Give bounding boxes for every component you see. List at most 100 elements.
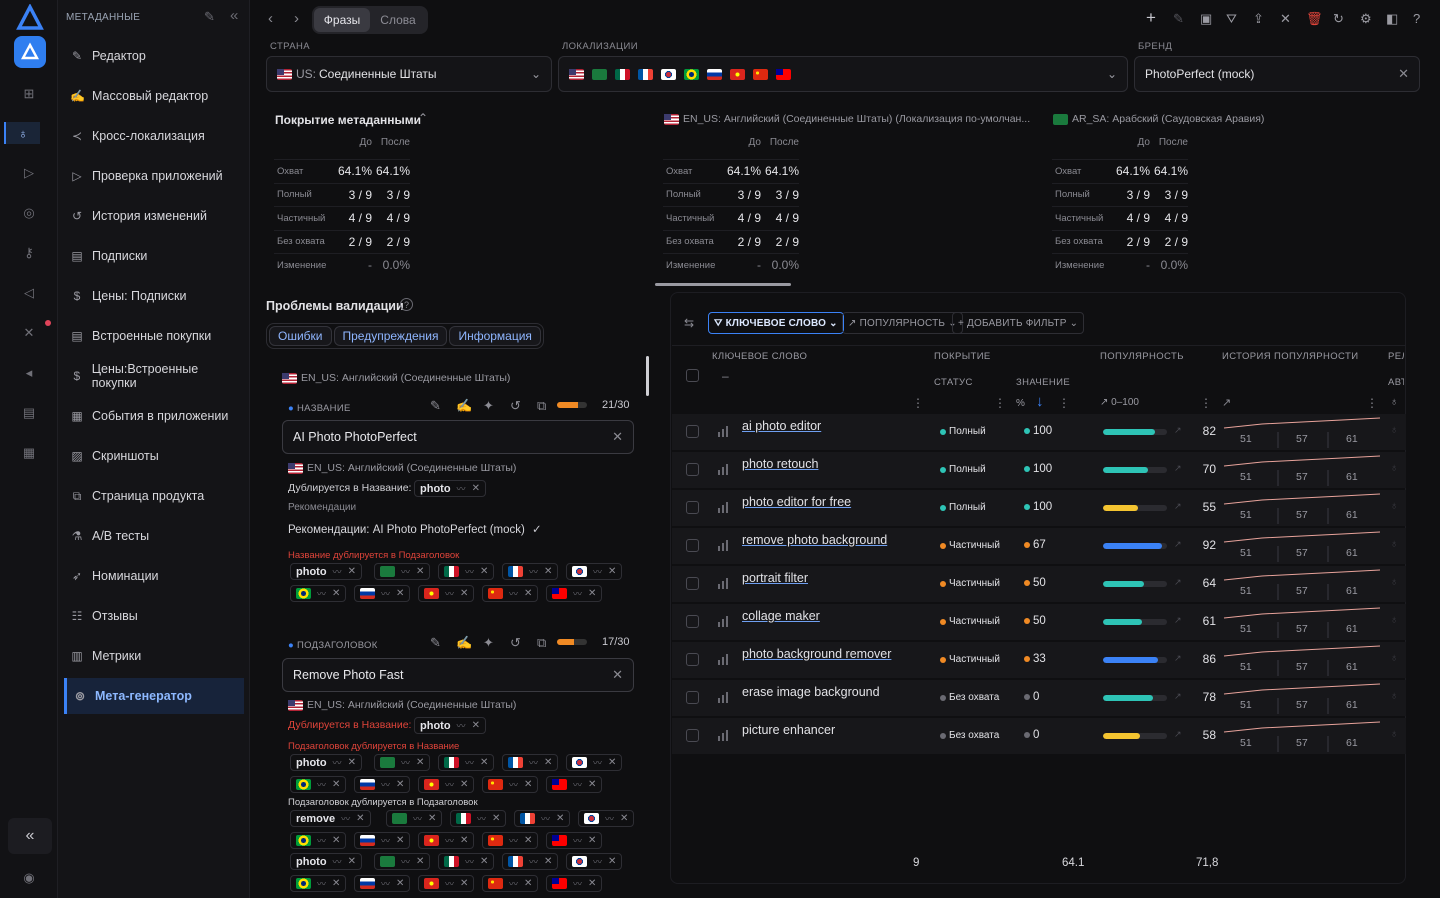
row-checkbox[interactable] <box>686 691 699 704</box>
localizations-select[interactable]: ⌄ <box>558 56 1128 92</box>
pin-icon[interactable]: ♁ <box>1390 500 1399 512</box>
filter-keyword-button[interactable]: ⛛ КЛЮЧЕВОЕ СЛОВО ⌄ <box>708 312 844 334</box>
sidebar-item[interactable]: ▦ События в приложении <box>64 398 244 434</box>
pin-icon[interactable]: ♁ <box>1390 690 1399 702</box>
delete-icon[interactable]: 🗑 <box>1306 11 1323 26</box>
sidebar-item[interactable]: ▨ Скриншоты <box>64 438 244 474</box>
locale-chip[interactable]: 〰 ✕ <box>354 776 411 793</box>
locale-chip[interactable]: 〰 ✕ <box>482 585 539 602</box>
pin-icon[interactable]: ♁ <box>1390 728 1399 740</box>
locale-chip[interactable]: 〰 ✕ <box>546 776 603 793</box>
locale-chip[interactable]: 〰 ✕ <box>546 875 603 892</box>
locale-chip[interactable]: 〰 ✕ <box>482 776 539 793</box>
table-row[interactable]: picture enhancer Без охвата 0 ↗ 58 51 57 61 ♁ <box>672 718 1406 754</box>
table-row[interactable]: ai photo editor Полный 100 ↗ 82 51 57 61 ♁ <box>672 414 1406 450</box>
sidebar-item[interactable]: $ Цены: Подписки <box>64 278 244 314</box>
history-icon[interactable]: ↺ <box>510 398 521 413</box>
magic-icon[interactable]: ✦ <box>483 635 494 650</box>
word-chip[interactable]: photo 〰 ✕ <box>290 754 362 771</box>
locale-chip[interactable]: 〰 ✕ <box>514 810 571 827</box>
word-chip[interactable]: remove 〰 ✕ <box>290 810 371 827</box>
locale-chip[interactable]: 〰 ✕ <box>438 853 495 870</box>
locale-chip[interactable]: 〰 ✕ <box>386 810 443 827</box>
keyword-text[interactable]: picture enhancer <box>742 723 836 737</box>
pin-icon[interactable]: ♁ <box>1390 652 1399 664</box>
tab-phrases[interactable]: Фразы <box>314 8 370 32</box>
clear-icon[interactable]: ✕ <box>1398 66 1409 81</box>
sidebar-item[interactable]: ▥ Метрики <box>64 638 244 674</box>
locale-chip[interactable]: 〰 ✕ <box>418 585 475 602</box>
tab-warnings[interactable]: Предупреждения <box>333 326 448 346</box>
locale-chip[interactable]: 〰 ✕ <box>438 563 495 580</box>
word-chip[interactable]: photo 〰 ✕ <box>414 480 486 497</box>
sidebar-item[interactable]: ⊚ Мета-генератор <box>64 678 244 714</box>
megaphone-icon[interactable]: ◁ <box>24 285 34 300</box>
locale-chip[interactable]: 〰 ✕ <box>354 875 411 892</box>
sidebar-item[interactable]: ⧉ Страница продукта <box>64 478 244 514</box>
tab-info[interactable]: Информация <box>449 326 541 346</box>
table-row[interactable]: portrait filter Частичный 50 ↗ 64 51 57 61 ♁ <box>672 566 1406 602</box>
copy-icon[interactable]: ⧉ <box>537 398 547 413</box>
word-chip[interactable]: photo 〰 ✕ <box>290 563 362 580</box>
keyword-text[interactable]: remove photo background <box>742 533 888 547</box>
key-icon[interactable]: ⚷ <box>24 245 34 260</box>
name-input[interactable]: AI Photo PhotoPerfect ✕ <box>282 420 634 454</box>
locale-chip[interactable]: 〰 ✕ <box>566 853 623 870</box>
save-icon[interactable]: ▣ <box>1200 11 1213 26</box>
row-checkbox[interactable] <box>686 539 699 552</box>
table-row[interactable]: remove photo background Частичный 67 ↗ 92 51 5… <box>672 528 1406 564</box>
settings-icon[interactable]: ⚙ <box>1360 11 1372 26</box>
table-row[interactable]: photo background remover Частичный 33 ↗ 86 51… <box>672 642 1406 678</box>
app-avatar[interactable] <box>14 36 46 68</box>
validation-scrollbar[interactable] <box>646 356 649 396</box>
row-checkbox[interactable] <box>686 501 699 514</box>
pin-icon[interactable]: ♁ <box>1390 424 1399 436</box>
word-chip[interactable]: photo 〰 ✕ <box>414 717 486 734</box>
keyword-text[interactable]: erase image background <box>742 685 880 699</box>
pencil-icon[interactable]: ✎ <box>1173 11 1184 26</box>
sidebar-item[interactable]: ✍ Массовый редактор <box>64 78 244 114</box>
refresh-icon[interactable]: ↻ <box>1333 11 1344 26</box>
word-chip[interactable]: photo 〰 ✕ <box>290 853 362 870</box>
volume-icon[interactable]: ◂ <box>25 365 33 380</box>
add-icon[interactable]: + <box>1146 8 1156 27</box>
select-all-checkbox[interactable] <box>686 369 699 382</box>
metadata-nav-icon[interactable]: ♁ <box>4 122 40 144</box>
keyword-text[interactable]: photo background remover <box>742 647 892 661</box>
table-row[interactable]: photo editor for free Полный 100 ↗ 55 51 57 61 ♁ <box>672 490 1406 526</box>
filter-icon[interactable]: ⛛ <box>1226 11 1237 26</box>
sidebar-item[interactable]: ≺ Кросс-локализация <box>64 118 244 154</box>
more-icon[interactable]: ⋮ <box>1200 396 1212 410</box>
panel-toggle-icon[interactable]: ◧ <box>1386 11 1399 26</box>
copy-icon[interactable]: ⧉ <box>537 635 547 650</box>
locale-chip[interactable]: 〰 ✕ <box>578 810 635 827</box>
brand-field[interactable]: PhotoPerfect (mock) ✕ <box>1134 56 1420 92</box>
pin-icon[interactable]: ♁ <box>1390 538 1399 550</box>
keyword-text[interactable]: photo retouch <box>742 457 819 471</box>
column-settings-icon[interactable]: ⇆ <box>684 316 695 330</box>
locale-chip[interactable]: 〰 ✕ <box>502 853 559 870</box>
locale-chip[interactable]: 〰 ✕ <box>438 754 495 771</box>
store-icon[interactable]: ▦ <box>22 445 36 460</box>
edit-box-icon[interactable]: ✍ <box>456 635 473 650</box>
locale-chip[interactable]: 〰 ✕ <box>354 832 411 849</box>
keyword-text[interactable]: ai photo editor <box>742 419 822 433</box>
back-arrow-icon[interactable]: ‹ <box>268 10 273 27</box>
row-checkbox[interactable] <box>686 463 699 476</box>
sidebar-item[interactable]: ⚗ A/B тесты <box>64 518 244 554</box>
help-icon[interactable]: ? <box>1413 11 1421 26</box>
sidebar-item[interactable]: ☷ Отзывы <box>64 598 244 634</box>
locale-chip[interactable]: 〰 ✕ <box>566 563 623 580</box>
collapse-sidebar-icon[interactable]: « <box>230 7 239 24</box>
locale-chip[interactable]: 〰 ✕ <box>502 563 559 580</box>
locale-chip[interactable]: 〰 ✕ <box>450 810 507 827</box>
locale-chip[interactable]: 〰 ✕ <box>418 776 475 793</box>
edit-box-icon[interactable]: ✍ <box>456 398 473 413</box>
tab-words[interactable]: Слова <box>380 13 416 27</box>
forward-arrow-icon[interactable]: › <box>294 10 299 27</box>
scroll-indicator[interactable] <box>655 283 791 286</box>
locale-chip[interactable]: 〰 ✕ <box>566 754 623 771</box>
locale-chip[interactable]: 〰 ✕ <box>374 563 431 580</box>
locale-chip[interactable]: 〰 ✕ <box>354 585 411 602</box>
info-icon[interactable]: ? <box>400 298 413 311</box>
